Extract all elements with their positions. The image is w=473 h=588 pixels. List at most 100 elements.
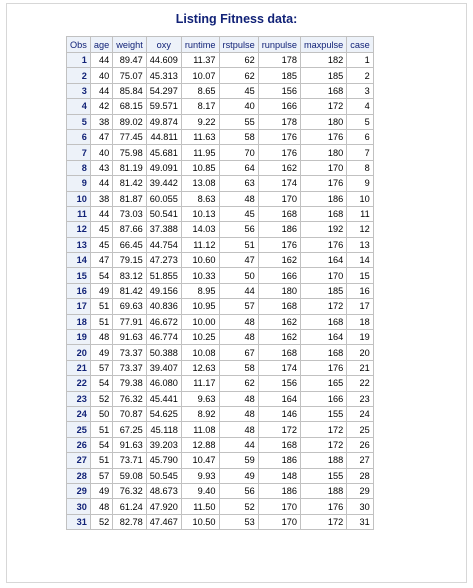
table-row: 10 38 81.87 60.055 8.63 48 170 186 10 <box>66 190 374 207</box>
oxy-cell: 39.203 <box>145 436 182 454</box>
age-cell: 54 <box>89 375 114 392</box>
obs-cell: 7 <box>66 144 91 161</box>
rstpulse-cell: 49 <box>218 467 259 484</box>
obs-cell: 8 <box>66 159 91 177</box>
weight-cell: 81.87 <box>112 190 147 207</box>
maxpulse-cell: 168 <box>299 205 348 223</box>
table-row: 27 51 73.71 45.790 10.47 59 186 188 27 <box>66 452 374 469</box>
obs-cell: 30 <box>66 498 91 515</box>
table-row: 29 49 76.32 48.673 9.40 56 186 188 29 <box>66 482 374 500</box>
maxpulse-cell: 172 <box>299 421 348 438</box>
oxy-cell: 39.407 <box>145 359 182 377</box>
rstpulse-cell: 62 <box>218 375 259 392</box>
table-row: 28 57 59.08 50.545 9.93 49 148 155 28 <box>66 467 374 484</box>
case-cell: 9 <box>346 175 374 192</box>
obs-cell: 25 <box>66 421 91 438</box>
table-row: 1 44 89.47 44.609 11.37 62 178 182 1 <box>66 51 374 69</box>
weight-cell: 75.98 <box>112 144 147 161</box>
case-cell: 5 <box>346 113 374 130</box>
weight-cell: 73.37 <box>112 344 147 361</box>
obs-cell: 14 <box>66 252 91 269</box>
runpulse-cell: 168 <box>257 436 301 454</box>
maxpulse-cell: 170 <box>299 267 348 284</box>
maxpulse-cell: 168 <box>299 82 348 100</box>
maxpulse-cell: 188 <box>299 452 348 469</box>
maxpulse-cell: 168 <box>299 344 348 361</box>
runtime-cell: 10.47 <box>180 452 220 469</box>
runpulse-cell: 168 <box>257 298 301 315</box>
runpulse-cell: 162 <box>257 252 301 269</box>
case-cell: 7 <box>346 144 374 161</box>
runtime-cell: 10.08 <box>180 344 220 361</box>
maxpulse-cell: 185 <box>299 67 348 84</box>
runtime-cell: 8.95 <box>180 282 220 300</box>
table-row: 30 48 61.24 47.920 11.50 52 170 176 30 <box>66 498 374 515</box>
oxy-cell: 37.388 <box>145 221 182 238</box>
runpulse-cell: 180 <box>257 282 301 300</box>
age-cell: 40 <box>89 144 114 161</box>
table-row: 25 51 67.25 45.118 11.08 48 172 172 25 <box>66 421 374 438</box>
runtime-cell: 13.08 <box>180 175 220 192</box>
obs-cell: 31 <box>66 513 91 531</box>
weight-cell: 77.45 <box>112 128 147 146</box>
oxy-cell: 45.313 <box>145 67 182 84</box>
oxy-cell: 44.811 <box>145 128 182 146</box>
maxpulse-cell: 176 <box>299 359 348 377</box>
runtime-cell: 10.60 <box>180 252 220 269</box>
weight-cell: 91.63 <box>112 436 147 454</box>
rstpulse-cell: 48 <box>218 421 259 438</box>
age-cell: 51 <box>89 452 114 469</box>
table-row: 12 45 87.66 37.388 14.03 56 186 192 12 <box>66 221 374 238</box>
runpulse-cell: 162 <box>257 313 301 331</box>
table-row: 31 52 82.78 47.467 10.50 53 170 172 31 <box>66 513 374 531</box>
rstpulse-cell: 59 <box>218 452 259 469</box>
output-frame <box>6 3 467 583</box>
table-row: 13 45 66.45 44.754 11.12 51 176 176 13 <box>66 236 374 254</box>
table-row: 2 40 75.07 45.313 10.07 62 185 185 2 <box>66 67 374 84</box>
age-cell: 48 <box>89 329 114 346</box>
oxy-cell: 48.673 <box>145 482 182 500</box>
case-cell: 19 <box>346 329 374 346</box>
obs-cell: 27 <box>66 452 91 469</box>
obs-cell: 11 <box>66 205 91 223</box>
age-cell: 45 <box>89 236 114 254</box>
case-cell: 13 <box>346 236 374 254</box>
fitness-table: Obs age weight oxy runtime rstpulse runp… <box>66 36 374 531</box>
age-cell: 51 <box>89 421 114 438</box>
obs-cell: 24 <box>66 405 91 423</box>
oxy-cell: 59.571 <box>145 98 182 115</box>
obs-cell: 23 <box>66 390 91 407</box>
runpulse-cell: 168 <box>257 344 301 361</box>
obs-cell: 15 <box>66 267 91 284</box>
age-cell: 54 <box>89 267 114 284</box>
rstpulse-cell: 56 <box>218 482 259 500</box>
oxy-cell: 44.609 <box>145 51 182 69</box>
weight-cell: 73.37 <box>112 359 147 377</box>
oxy-cell: 45.790 <box>145 452 182 469</box>
maxpulse-cell: 180 <box>299 144 348 161</box>
obs-cell: 12 <box>66 221 91 238</box>
rstpulse-cell: 62 <box>218 51 259 69</box>
case-cell: 16 <box>346 282 374 300</box>
age-cell: 38 <box>89 113 114 130</box>
oxy-cell: 49.156 <box>145 282 182 300</box>
rstpulse-cell: 50 <box>218 267 259 284</box>
maxpulse-cell: 176 <box>299 128 348 146</box>
rstpulse-cell: 44 <box>218 282 259 300</box>
maxpulse-cell: 166 <box>299 390 348 407</box>
table-row: 19 48 91.63 46.774 10.25 48 162 164 19 <box>66 329 374 346</box>
case-cell: 20 <box>346 344 374 361</box>
case-cell: 27 <box>346 452 374 469</box>
age-cell: 57 <box>89 359 114 377</box>
col-header-runtime: runtime <box>180 36 220 53</box>
case-cell: 8 <box>346 159 374 177</box>
weight-cell: 91.63 <box>112 329 147 346</box>
case-cell: 22 <box>346 375 374 392</box>
weight-cell: 83.12 <box>112 267 147 284</box>
header-row: Obs age weight oxy runtime rstpulse runp… <box>66 36 374 53</box>
obs-cell: 1 <box>66 51 91 69</box>
runpulse-cell: 178 <box>257 113 301 130</box>
maxpulse-cell: 170 <box>299 159 348 177</box>
oxy-cell: 54.625 <box>145 405 182 423</box>
weight-cell: 59.08 <box>112 467 147 484</box>
